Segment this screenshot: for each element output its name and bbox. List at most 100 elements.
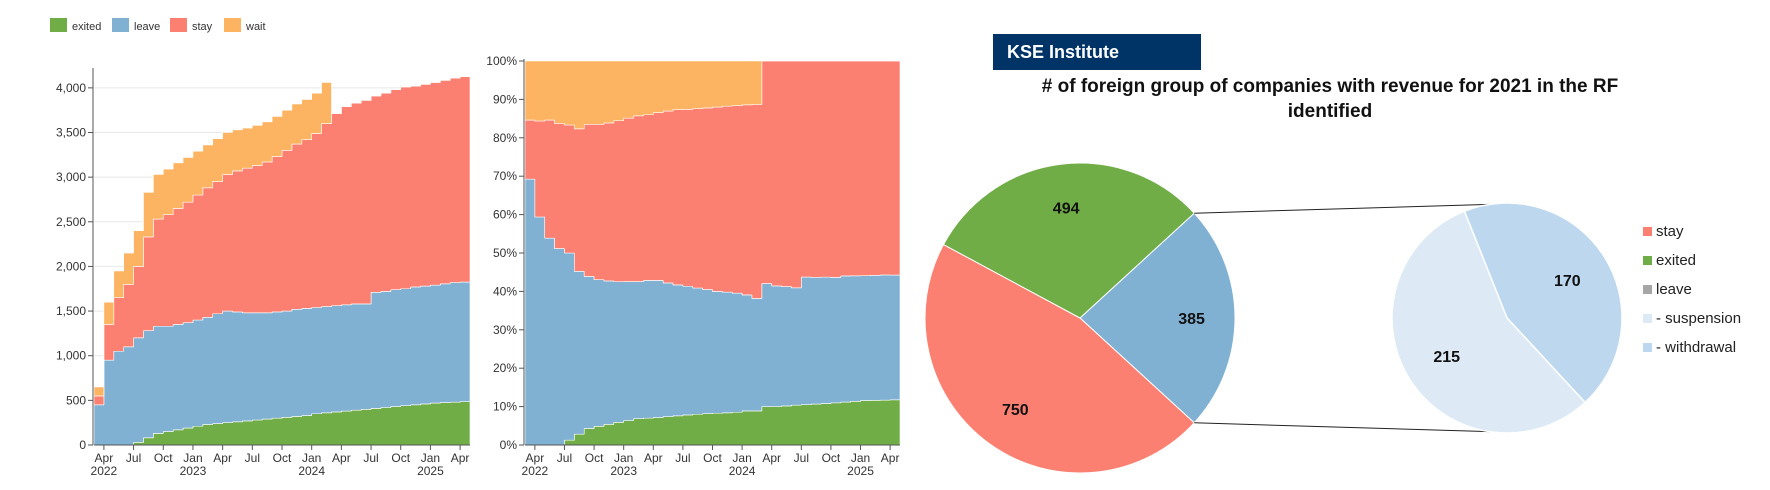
pie-label-stay: 750 bbox=[1002, 402, 1029, 419]
pie-legend-swatch bbox=[1643, 343, 1652, 352]
chart-title-line-2: identified bbox=[1288, 101, 1372, 122]
x-tick-label: Apr bbox=[95, 451, 114, 465]
pie-label-leave: 385 bbox=[1178, 311, 1205, 328]
y-tick-label: 60% bbox=[493, 208, 517, 222]
legend: exited leave stay wait bbox=[50, 18, 266, 33]
pie-legend: stay exited leave - suspension - withdrawal bbox=[1643, 223, 1741, 356]
stacked-area-chart-absolute: 05001,0001,5002,0002,5003,0003,5004,000 … bbox=[56, 68, 471, 478]
pie-legend-label: stay bbox=[1656, 223, 1684, 240]
y-tick-label: 40% bbox=[493, 284, 517, 298]
x-tick-label: Oct bbox=[391, 451, 410, 465]
y-tick-label: 500 bbox=[66, 393, 86, 407]
y-tick-label: 2,500 bbox=[56, 215, 86, 229]
x-tick-label: Jan bbox=[851, 451, 870, 465]
legend-swatch-leave bbox=[112, 18, 129, 32]
y-tick-label: 30% bbox=[493, 323, 517, 337]
area-wait bbox=[93, 75, 471, 397]
pie-legend-label: exited bbox=[1656, 252, 1696, 269]
x-tick-label: Jul bbox=[557, 451, 572, 465]
y-tick-label: 3,000 bbox=[56, 170, 86, 184]
y-axis: 0% 10% 20% 30% 40% 50% 60% 70% 80% 90% 100% bbox=[486, 54, 525, 452]
x-tick-label: Oct bbox=[703, 451, 722, 465]
x-tick-label: Apr bbox=[881, 451, 900, 465]
x-tick-label: Jul bbox=[363, 451, 378, 465]
pie-slice-exited bbox=[942, 162, 1195, 319]
x-tick-label: Oct bbox=[273, 451, 292, 465]
legend-swatch-wait bbox=[224, 18, 241, 32]
breakdown-label-withdrawal: 170 bbox=[1554, 273, 1581, 290]
x-year-label: 2022 bbox=[91, 464, 118, 478]
x-tick-label: Jan bbox=[302, 451, 321, 465]
x-tick-label: Apr bbox=[526, 451, 545, 465]
x-year-label: 2022 bbox=[522, 464, 549, 478]
x-tick-label: Apr bbox=[451, 451, 470, 465]
pie-slice-stay bbox=[924, 243, 1195, 474]
legend-label-exited: exited bbox=[72, 21, 101, 33]
x-year-label: 2023 bbox=[610, 464, 637, 478]
x-tick-label: Apr bbox=[762, 451, 781, 465]
y-tick-label: 90% bbox=[493, 92, 517, 106]
connector-line-bottom bbox=[1194, 422, 1503, 433]
x-tick-label: Apr bbox=[213, 451, 232, 465]
legend-label-stay: stay bbox=[192, 21, 213, 33]
pie-legend-label: leave bbox=[1656, 281, 1692, 298]
area-series bbox=[93, 75, 471, 446]
pie-label-exited: 494 bbox=[1053, 200, 1080, 217]
x-tick-label: Jan bbox=[183, 451, 202, 465]
y-tick-label: 70% bbox=[493, 169, 517, 183]
x-tick-label: Apr bbox=[644, 451, 663, 465]
pie-legend-swatch bbox=[1643, 285, 1652, 294]
x-year-label: 2023 bbox=[180, 464, 207, 478]
brand-box bbox=[993, 34, 1201, 70]
breakdown-slice-suspension bbox=[1391, 210, 1587, 434]
y-tick-label: 2,000 bbox=[56, 259, 86, 273]
area-series bbox=[524, 60, 901, 446]
x-tick-label: Jul bbox=[794, 451, 809, 465]
x-tick-label: Oct bbox=[822, 451, 841, 465]
pie-legend-label: - suspension bbox=[1656, 310, 1741, 327]
legend-label-wait: wait bbox=[245, 21, 266, 33]
x-year-label: 2024 bbox=[729, 464, 756, 478]
stacked-area-chart-percent: 0%10%20%30%40%50%60%70%80%90%100% Apr202… bbox=[486, 54, 901, 478]
breakdown-label-suspension: 215 bbox=[1433, 349, 1460, 366]
y-tick-label: 0% bbox=[500, 438, 518, 452]
pie-of-pie-chart: KSE Institute # of foreign group of comp… bbox=[924, 34, 1741, 474]
legend-swatch-exited bbox=[50, 18, 67, 32]
area-wait bbox=[524, 60, 901, 130]
x-tick-label: Jan bbox=[614, 451, 633, 465]
y-tick-label: 0 bbox=[79, 438, 86, 452]
breakdown-slice-withdrawal bbox=[1463, 202, 1623, 404]
y-tick-label: 80% bbox=[493, 131, 517, 145]
x-tick-label: Jan bbox=[421, 451, 440, 465]
pie-legend-label: - withdrawal bbox=[1656, 339, 1736, 356]
x-tick-label: Jul bbox=[245, 451, 260, 465]
x-tick-label: Jul bbox=[675, 451, 690, 465]
y-tick-label: 10% bbox=[493, 400, 517, 414]
pie-legend-swatch bbox=[1643, 256, 1652, 265]
y-tick-label: 50% bbox=[493, 246, 517, 260]
breakdown-pie: 170 215 bbox=[1391, 202, 1623, 434]
y-tick-label: 1,500 bbox=[56, 304, 86, 318]
x-year-label: 2025 bbox=[847, 464, 874, 478]
main-pie: 385 750 494 bbox=[924, 162, 1236, 474]
pie-legend-swatch bbox=[1643, 227, 1652, 236]
x-year-label: 2025 bbox=[417, 464, 444, 478]
connector-line-top bbox=[1194, 203, 1503, 214]
x-tick-label: Jan bbox=[732, 451, 751, 465]
x-tick-label: Apr bbox=[332, 451, 351, 465]
x-year-label: 2024 bbox=[298, 464, 325, 478]
brand-label: KSE Institute bbox=[1007, 42, 1119, 62]
y-tick-label: 20% bbox=[493, 361, 517, 375]
x-tick-label: Jul bbox=[126, 451, 141, 465]
y-tick-label: 1,000 bbox=[56, 349, 86, 363]
legend-swatch-stay bbox=[170, 18, 187, 32]
x-tick-label: Oct bbox=[585, 451, 604, 465]
y-tick-label: 100% bbox=[486, 54, 517, 68]
pie-legend-swatch bbox=[1643, 314, 1652, 323]
pie-slice-leave bbox=[1079, 212, 1236, 424]
y-tick-label: 3,500 bbox=[56, 126, 86, 140]
x-tick-label: Oct bbox=[154, 451, 173, 465]
